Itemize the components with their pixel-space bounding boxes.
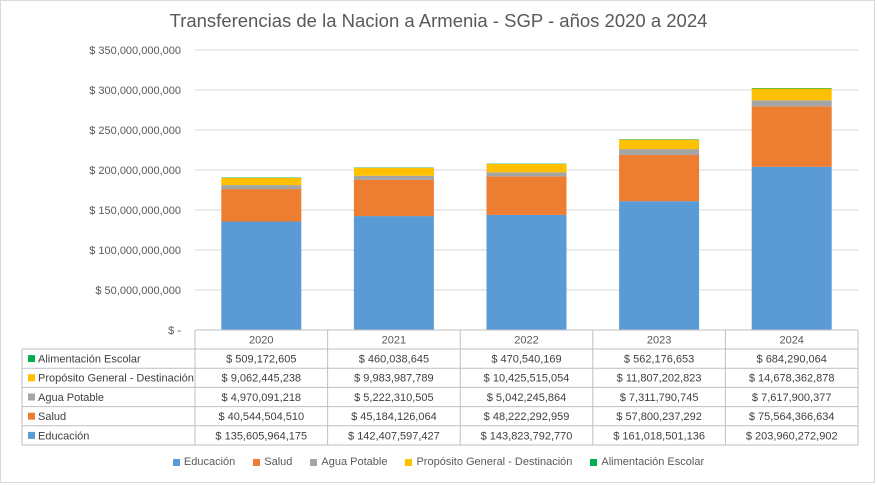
bar-educacion-2024 xyxy=(751,166,832,330)
table-cell-value: $ 135,605,964,175 xyxy=(215,430,307,442)
y-tick-label: $ 150,000,000,000 xyxy=(89,205,181,217)
legend-item: Propósito General - Destinación xyxy=(405,456,572,468)
y-tick-label: $ 350,000,000,000 xyxy=(89,45,181,57)
table-cell-value: $ 7,311,790,745 xyxy=(620,392,699,404)
table-cell-value: $ 562,176,653 xyxy=(624,354,694,366)
table-cell-value: $ 143,823,792,770 xyxy=(481,430,573,442)
legend-swatch xyxy=(590,458,598,466)
y-tick-label: $ 300,000,000,000 xyxy=(89,85,181,97)
table-cell-value: $ 684,290,064 xyxy=(757,354,827,366)
table-row-label: Agua Potable xyxy=(38,392,104,404)
table-cell-value: $ 5,042,245,864 xyxy=(487,392,567,404)
bar-salud-2021 xyxy=(353,179,434,217)
table-cell-value: $ 142,407,597,427 xyxy=(348,430,440,442)
table-cell-value: $ 11,807,202,823 xyxy=(617,373,702,385)
legend-swatch xyxy=(172,458,180,466)
bar-educacion-2022 xyxy=(486,214,567,330)
bar-proposito-general-destinacion-2022 xyxy=(486,163,567,173)
y-tick-label: $ 200,000,000,000 xyxy=(89,165,181,177)
bar-educacion-2021 xyxy=(353,216,434,330)
chart-legend: Educación Salud Agua Potable Propósito Gene… xyxy=(0,456,877,468)
legend-key-swatch xyxy=(28,374,35,382)
table-row-label: Salud xyxy=(38,411,66,423)
table-row-label: Educación xyxy=(38,430,89,442)
legend-key-swatch xyxy=(28,355,35,363)
legend-label: Salud xyxy=(264,456,293,468)
table-cell-value: $ 460,038,645 xyxy=(359,354,429,366)
bar-proposito-general-destinacion-2021 xyxy=(353,167,434,176)
table-cell-value: $ 10,425,515,054 xyxy=(484,373,570,385)
legend-key-swatch xyxy=(28,393,35,401)
y-tick-label: $ - xyxy=(168,325,181,337)
legend-swatch xyxy=(405,458,413,466)
table-cell-value: $ 14,678,362,878 xyxy=(749,373,835,385)
table-row-label: Propósito General - Destinación xyxy=(38,373,194,385)
table-cell-value: $ 470,540,169 xyxy=(491,354,561,366)
table-cell-value: $ 5,222,310,505 xyxy=(354,392,434,404)
bar-educacion-2023 xyxy=(619,201,700,330)
legend-item: Educación xyxy=(172,456,236,468)
table-cell-value: $ 45,184,126,064 xyxy=(351,411,437,423)
table-cell-value: $ 161,018,501,136 xyxy=(613,430,705,442)
table-cell-value: $ 9,062,445,238 xyxy=(222,373,302,385)
legend-swatch xyxy=(310,458,318,466)
bar-proposito-general-destinacion-2023 xyxy=(619,139,700,150)
x-category-label: 2020 xyxy=(249,335,273,347)
y-tick-label: $ 100,000,000,000 xyxy=(89,245,181,257)
legend-label: Propósito General - Destinación xyxy=(416,456,573,468)
bar-salud-2024 xyxy=(751,106,832,167)
table-cell-value: $ 48,222,292,959 xyxy=(484,411,570,423)
table-cell-value: $ 57,800,237,292 xyxy=(616,411,702,423)
legend-item: Salud xyxy=(253,456,292,468)
table-cell-value: $ 203,960,272,902 xyxy=(746,430,838,442)
chart-title: Transferencias de la Nacion a Armenia - … xyxy=(169,10,708,31)
bar-agua-potable-2021 xyxy=(353,175,434,180)
bar-educacion-2020 xyxy=(221,221,302,330)
bar-agua-potable-2022 xyxy=(486,172,567,177)
bar-salud-2020 xyxy=(221,189,302,222)
y-tick-label: $ 50,000,000,000 xyxy=(95,285,181,297)
table-cell-value: $ 7,617,900,377 xyxy=(752,392,832,404)
x-category-label: 2023 xyxy=(647,335,671,347)
x-category-label: 2024 xyxy=(779,335,803,347)
table-cell-value: $ 40,544,504,510 xyxy=(218,411,304,423)
bar-agua-potable-2024 xyxy=(751,100,832,107)
y-tick-label: $ 250,000,000,000 xyxy=(89,125,181,137)
bar-agua-potable-2023 xyxy=(619,149,700,155)
legend-key-swatch xyxy=(28,412,35,420)
bar-agua-potable-2020 xyxy=(221,185,302,190)
table-cell-value: $ 9,983,987,789 xyxy=(354,373,434,385)
table-cell-value: $ 75,564,366,634 xyxy=(749,411,835,423)
bar-salud-2023 xyxy=(619,154,700,202)
table-row-label: Alimentación Escolar xyxy=(38,354,141,366)
legend-key-swatch xyxy=(28,431,35,439)
legend-item: Agua Potable xyxy=(310,456,387,468)
bar-proposito-general-destinacion-2024 xyxy=(751,88,832,101)
legend-label: Agua Potable xyxy=(321,456,388,468)
x-category-label: 2021 xyxy=(382,335,406,347)
table-cell-value: $ 509,172,605 xyxy=(226,354,296,366)
legend-item: Alimentación Escolar xyxy=(590,456,704,468)
table-cell-value: $ 4,970,091,218 xyxy=(222,392,302,404)
bar-salud-2022 xyxy=(486,176,567,215)
bar-alimentacion-escolar-2024 xyxy=(751,87,832,89)
legend-swatch xyxy=(253,458,261,466)
bar-proposito-general-destinacion-2020 xyxy=(221,177,302,186)
legend-label: Alimentación Escolar xyxy=(601,456,705,468)
x-category-label: 2022 xyxy=(514,335,538,347)
legend-label: Educación xyxy=(183,456,236,468)
